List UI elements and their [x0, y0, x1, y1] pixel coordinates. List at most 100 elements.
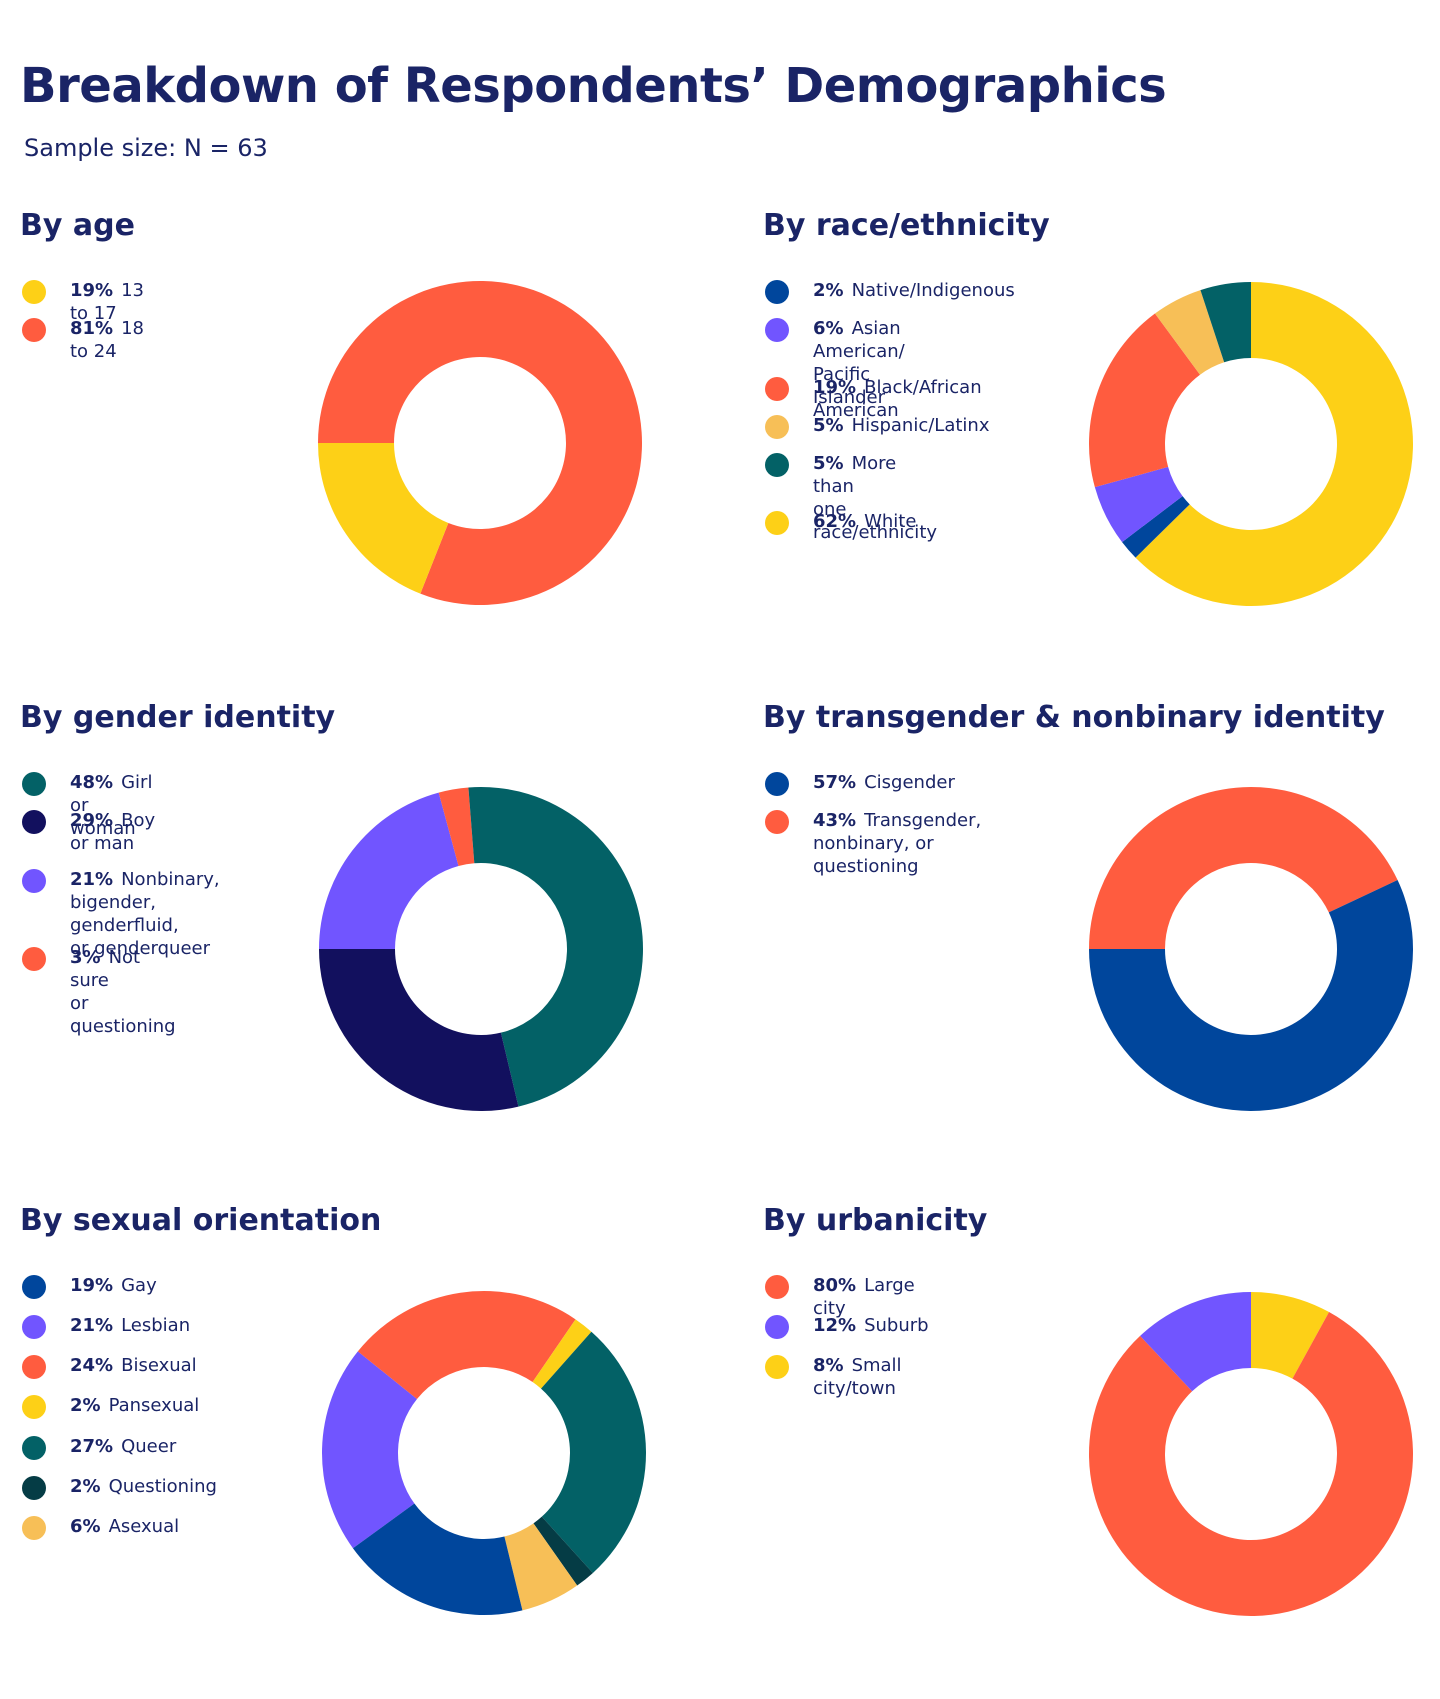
- legend-item-asexual: 6% Asexual: [22, 1516, 179, 1540]
- legend-item-13-to-17: 19% 13 to 17: [22, 280, 144, 325]
- legend-percent: 62%: [813, 511, 857, 532]
- legend-swatch: [22, 869, 46, 893]
- legend-item-nonbinary-bigender-genderfluid-or-genderqueer: 21% Nonbinary, bigender, genderfluid, or …: [22, 869, 220, 960]
- legend-percent: 48%: [70, 772, 114, 793]
- legend-label: Asian American/ Pacific Islander: [813, 318, 905, 408]
- legend-label: Queer: [121, 1436, 177, 1457]
- legend-percent: 29%: [70, 810, 114, 831]
- donut-slice-not-sure-or-questioning: [438, 787, 475, 866]
- legend-label: Nonbinary, bigender, genderfluid, or gen…: [70, 869, 220, 959]
- legend-percent: 5%: [813, 415, 844, 436]
- legend-swatch: [22, 772, 46, 796]
- donut-slice-nonbinary-bigender-genderfluid-or-genderqueer: [319, 792, 459, 949]
- legend-item-suburb: 12% Suburb: [765, 1315, 929, 1339]
- legend-swatch: [765, 318, 789, 342]
- legend-percent: 43%: [813, 810, 857, 831]
- donut-slice-boy-or-man: [319, 949, 519, 1111]
- donut-slice-asian-american-pacific-islander: [1094, 466, 1183, 543]
- legend-label: Pansexual: [108, 1395, 200, 1416]
- legend-swatch: [765, 772, 789, 796]
- legend-percent: 21%: [70, 1315, 114, 1336]
- legend-swatch: [765, 1275, 789, 1299]
- legend-swatch: [765, 280, 789, 304]
- legend-swatch: [765, 415, 789, 439]
- donut-slice-suburb: [1140, 1292, 1251, 1392]
- legend-label: Asexual: [108, 1516, 180, 1537]
- legend-swatch: [765, 511, 789, 535]
- legend-swatch: [765, 377, 789, 401]
- legend-item-18-to-24: 81% 18 to 24: [22, 318, 144, 363]
- donut-slice-transgender-nonbinary-or-questioning: [1089, 786, 1398, 949]
- donut-slice-cisgender: [1089, 880, 1413, 1111]
- legend-label: Hispanic/Latinx: [851, 415, 990, 436]
- legend-label: Cisgender: [864, 772, 955, 793]
- legend-item-more-than-one-race-ethnicity: 5% More than one race/ethnicity: [765, 453, 937, 544]
- legend-item-questioning: 2% Questioning: [22, 1476, 217, 1500]
- legend-swatch: [22, 1355, 46, 1379]
- legend-item-girl-or-woman: 48% Girl or woman: [22, 772, 152, 840]
- legend-label: 13 to 17: [70, 280, 144, 324]
- legend-swatch: [22, 1516, 46, 1540]
- donut-slice-18-to-24: [318, 281, 642, 605]
- legend-percent: 2%: [70, 1395, 101, 1416]
- legend-label: White: [864, 511, 917, 532]
- legend-percent: 80%: [813, 1275, 857, 1296]
- legend-label: More than one race/ethnicity: [813, 453, 938, 543]
- legend-item-pansexual: 2% Pansexual: [22, 1395, 199, 1419]
- legend-percent: 19%: [70, 1275, 114, 1296]
- donut-slice-lesbian: [322, 1351, 418, 1549]
- legend-item-small-city-town: 8% Small city/town: [765, 1355, 902, 1400]
- legend-label: Transgender, nonbinary, or questioning: [813, 810, 982, 877]
- legend-item-cisgender: 57% Cisgender: [765, 772, 955, 796]
- donut-slice-pansexual: [532, 1319, 592, 1389]
- donut-slice-gay: [352, 1503, 523, 1615]
- legend-label: Suburb: [864, 1315, 929, 1336]
- legend-item-hispanic-latinx: 5% Hispanic/Latinx: [765, 415, 989, 439]
- legend-percent: 2%: [813, 280, 844, 301]
- legend-swatch: [22, 810, 46, 834]
- legend-label: 18 to 24: [70, 318, 144, 362]
- legend-label: Large city: [813, 1275, 915, 1319]
- legend-item-boy-or-man: 29% Boy or man: [22, 810, 155, 855]
- donut-slice-questioning: [533, 1516, 593, 1586]
- donut-slice-white: [1135, 282, 1414, 606]
- legend-swatch: [22, 1436, 46, 1460]
- legend-item-asian-american-pacific-islander: 6% Asian American/ Pacific Islander: [765, 318, 905, 409]
- legend-label: Not sure or questioning: [70, 947, 176, 1037]
- legend-swatch: [22, 947, 46, 971]
- donut-slice-bisexual: [357, 1291, 576, 1400]
- donut-slice-13-to-17: [318, 443, 449, 594]
- legend-item-queer: 27% Queer: [22, 1436, 176, 1460]
- legend-label: Girl or woman: [70, 772, 153, 839]
- legend-label: Lesbian: [121, 1315, 191, 1336]
- legend-percent: 2%: [70, 1476, 101, 1497]
- legend-swatch: [22, 280, 46, 304]
- donut-slice-hispanic-latinx: [1154, 290, 1225, 375]
- legend-percent: 3%: [70, 947, 101, 968]
- page-subtitle: Sample size: N = 63: [24, 134, 268, 162]
- legend-percent: 57%: [813, 772, 857, 793]
- legend-label: Native/Indigenous: [851, 280, 1015, 301]
- legend-percent: 81%: [70, 318, 114, 339]
- panel-title: By urbanicity: [763, 1203, 988, 1238]
- panel-title: By gender identity: [20, 700, 336, 735]
- legend-percent: 12%: [813, 1315, 857, 1336]
- legend-percent: 5%: [813, 453, 844, 474]
- page-title: Breakdown of Respondents’ Demographics: [20, 58, 1167, 114]
- legend-item-native-indigenous: 2% Native/Indigenous: [765, 280, 1015, 304]
- legend-swatch: [22, 1476, 46, 1500]
- legend-label: Boy or man: [70, 810, 156, 854]
- donut-slice-more-than-one-race-ethnicity: [1200, 282, 1251, 363]
- legend-label: Bisexual: [121, 1355, 197, 1376]
- donut-slice-native-indigenous: [1122, 496, 1190, 558]
- legend-swatch: [22, 1315, 46, 1339]
- donut-slice-girl-or-woman: [468, 787, 643, 1107]
- donut-slice-black-african-american: [1089, 313, 1201, 488]
- legend-swatch: [22, 1395, 46, 1419]
- legend-swatch: [765, 1315, 789, 1339]
- donut-slice-queer: [541, 1331, 646, 1573]
